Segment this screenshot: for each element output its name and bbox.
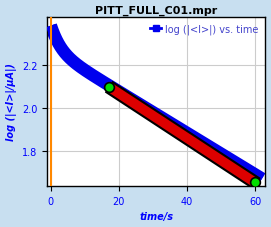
Title: PITT_FULL_C01.mpr: PITT_FULL_C01.mpr xyxy=(95,5,218,16)
Y-axis label: log (|<I>|/µA|): log (|<I>|/µA|) xyxy=(6,63,17,141)
X-axis label: time/s: time/s xyxy=(139,212,173,222)
Legend: log (|<I>|) vs. time: log (|<I>|) vs. time xyxy=(148,22,261,37)
